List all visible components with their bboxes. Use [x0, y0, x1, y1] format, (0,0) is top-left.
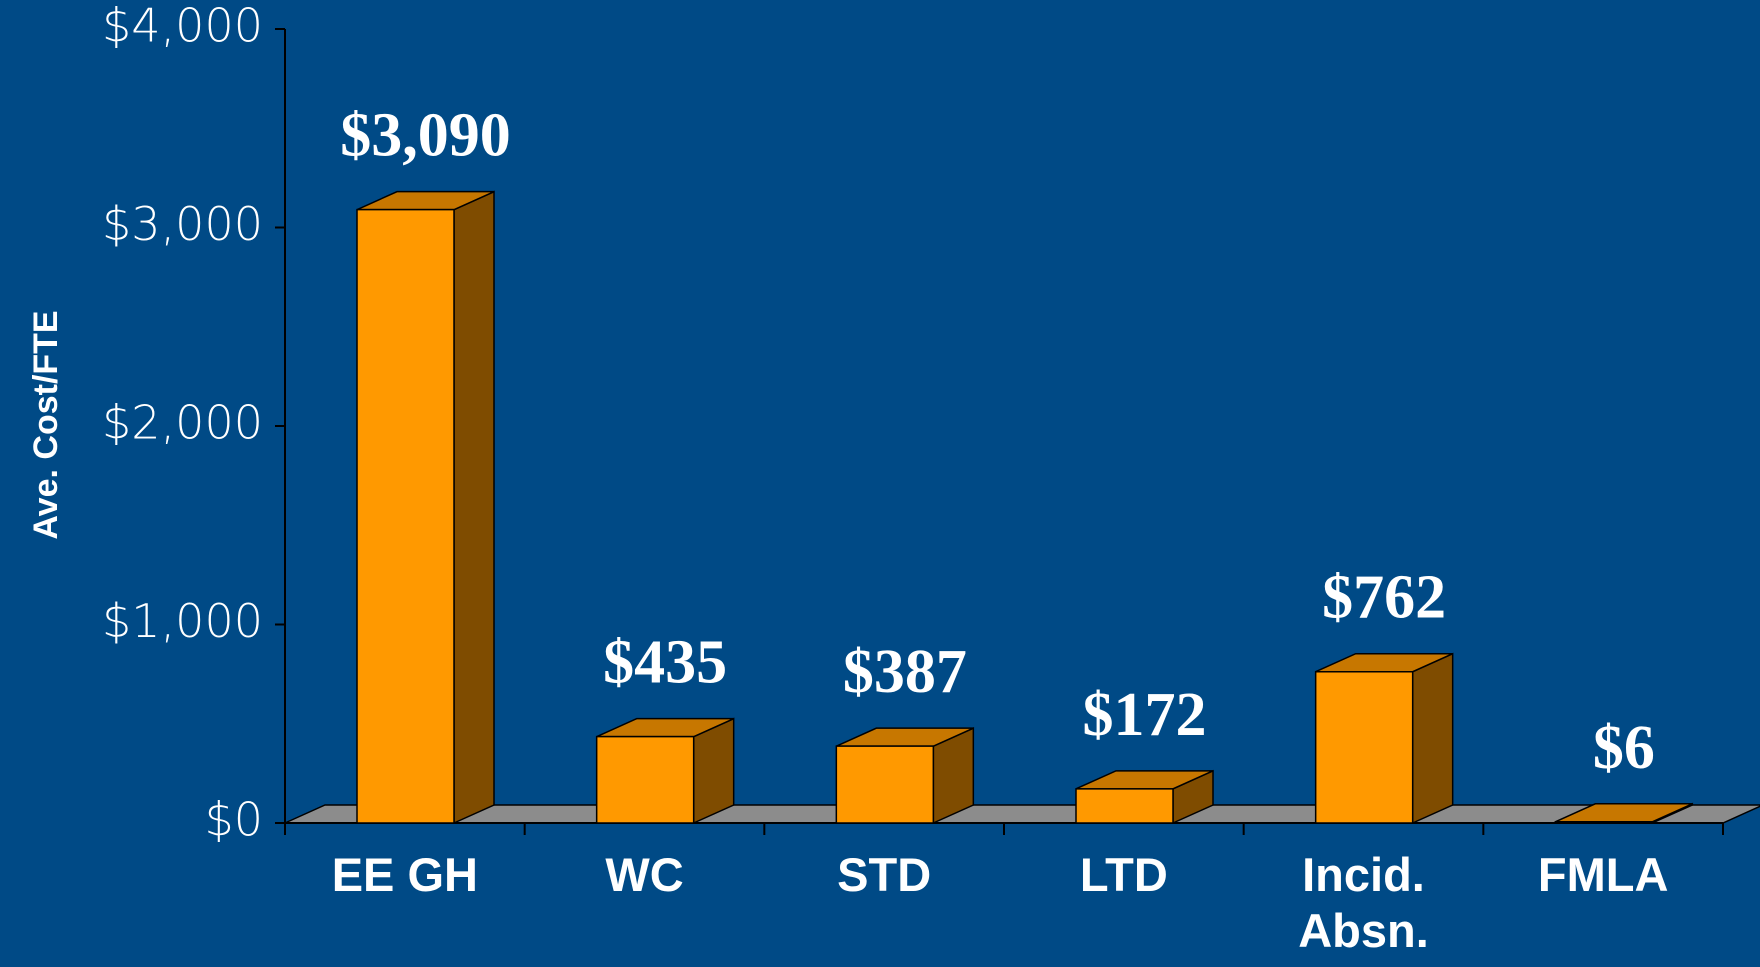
bar	[1554, 802, 1694, 825]
value-label: $3,090	[340, 102, 511, 170]
bar-front	[1075, 788, 1174, 824]
value-label: $172	[1083, 681, 1207, 749]
bar-front	[835, 745, 935, 824]
y-tick-label: $3,000	[102, 197, 263, 251]
bar-side	[1411, 652, 1454, 825]
bar-front	[356, 208, 455, 824]
y-tick-label: $0	[204, 793, 263, 847]
x-tick-label: LTD	[1079, 848, 1168, 901]
y-axis-label: Ave. Cost/FTE	[27, 310, 65, 539]
value-label: $6	[1593, 714, 1655, 782]
y-tick-label: $2,000	[102, 396, 263, 450]
bar-side	[453, 190, 495, 825]
bar	[1075, 769, 1214, 825]
value-label: $762	[1322, 564, 1446, 632]
bar	[595, 717, 735, 825]
y-tick-label: $4,000	[102, 0, 263, 53]
x-tick-label: WC	[605, 848, 684, 901]
x-tick-label: Incid. Absn.	[1298, 848, 1429, 957]
value-label: $387	[843, 638, 967, 706]
bar-front	[595, 735, 695, 824]
bar	[835, 727, 975, 825]
bar-front	[1314, 670, 1414, 824]
x-tick-label: STD	[837, 848, 932, 901]
x-tick-label: FMLA	[1537, 848, 1669, 901]
bar-front	[1554, 821, 1654, 824]
y-tick-label: $1,000	[102, 594, 263, 648]
bar	[1314, 652, 1454, 825]
bar	[356, 190, 495, 825]
x-tick-label: EE GH	[331, 848, 478, 901]
floor	[284, 804, 1760, 824]
value-label: $435	[603, 629, 727, 697]
